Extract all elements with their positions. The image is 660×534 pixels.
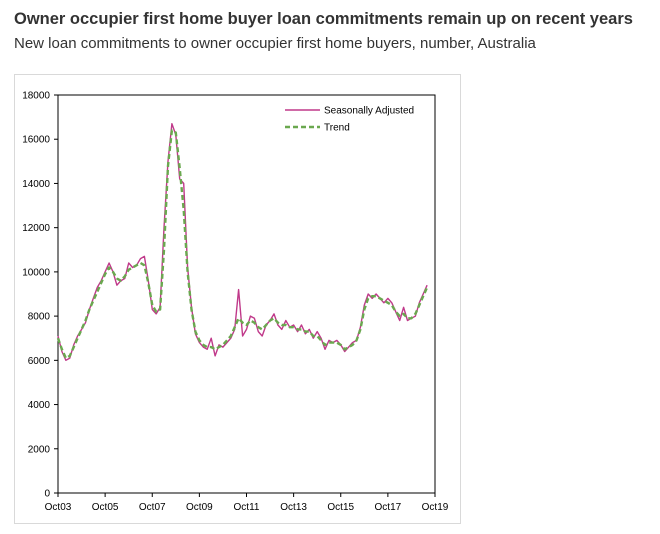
x-tick-label: Oct05 [92, 502, 119, 513]
x-axis: Oct03 Oct05 Oct07 Oct09 Oct11 Oct13 Oct15 Oct17… [45, 493, 449, 513]
y-axis: 0 2000 4000 6000 8000 10000 12000 14000 16000 180… [22, 91, 58, 500]
x-tick-label: Oct09 [186, 502, 213, 513]
y-tick-label: 0 [44, 489, 50, 500]
y-tick-label: 2000 [28, 444, 51, 455]
page-subtitle: New loan commitments to owner occupier f… [14, 35, 536, 52]
page-title: Owner occupier first home buyer loan com… [14, 10, 633, 28]
legend-label: Trend [324, 123, 350, 134]
y-tick-label: 18000 [22, 91, 50, 102]
x-tick-label: Oct19 [422, 502, 449, 513]
x-tick-label: Oct13 [280, 502, 307, 513]
series-line-seasonally-adjusted [57, 123, 428, 361]
x-tick-label: Oct11 [234, 502, 260, 513]
x-tick-label: Oct15 [327, 502, 354, 513]
x-tick-label: Oct07 [139, 502, 166, 513]
y-tick-label: 16000 [22, 135, 50, 146]
series-line-trend [56, 129, 429, 360]
y-tick-label: 14000 [22, 179, 50, 190]
y-tick-label: 4000 [28, 400, 51, 411]
y-tick-label: 12000 [22, 223, 50, 234]
y-tick-label: 8000 [28, 312, 51, 323]
legend-label: Seasonally Adjusted [324, 106, 414, 117]
plot-area [57, 94, 436, 494]
x-tick-label: Oct03 [45, 502, 72, 513]
series-layer [56, 123, 429, 361]
line-chart: 0 2000 4000 6000 8000 10000 12000 14000 16000 180… [22, 91, 449, 514]
x-tick-label: Oct17 [375, 502, 402, 513]
y-tick-label: 10000 [22, 267, 50, 278]
legend: Seasonally Adjusted Trend [285, 106, 414, 134]
chart-area: 0 2000 4000 6000 8000 10000 12000 14000 16000 180… [14, 74, 461, 524]
y-tick-label: 6000 [28, 356, 51, 367]
